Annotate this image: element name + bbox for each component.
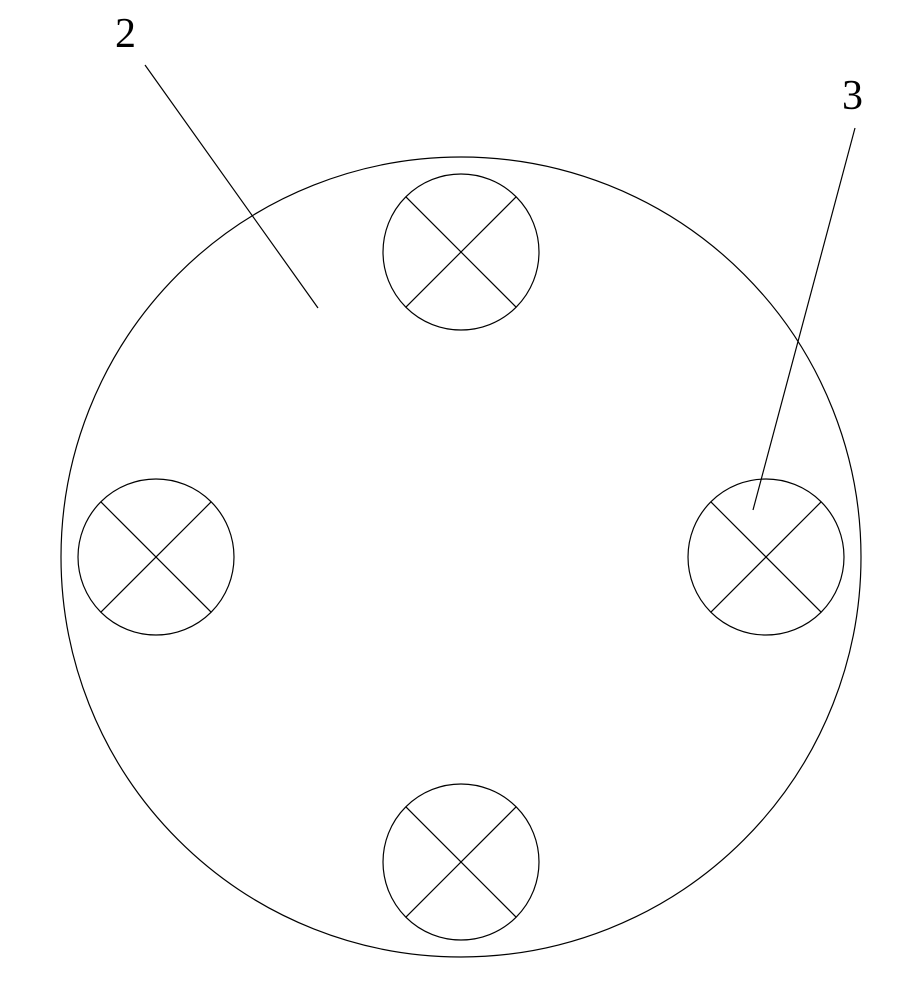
flange-diagram	[0, 0, 923, 1000]
background	[0, 0, 923, 1000]
callout-label-3: 3	[842, 72, 863, 120]
callout-label-2: 2	[115, 10, 136, 58]
